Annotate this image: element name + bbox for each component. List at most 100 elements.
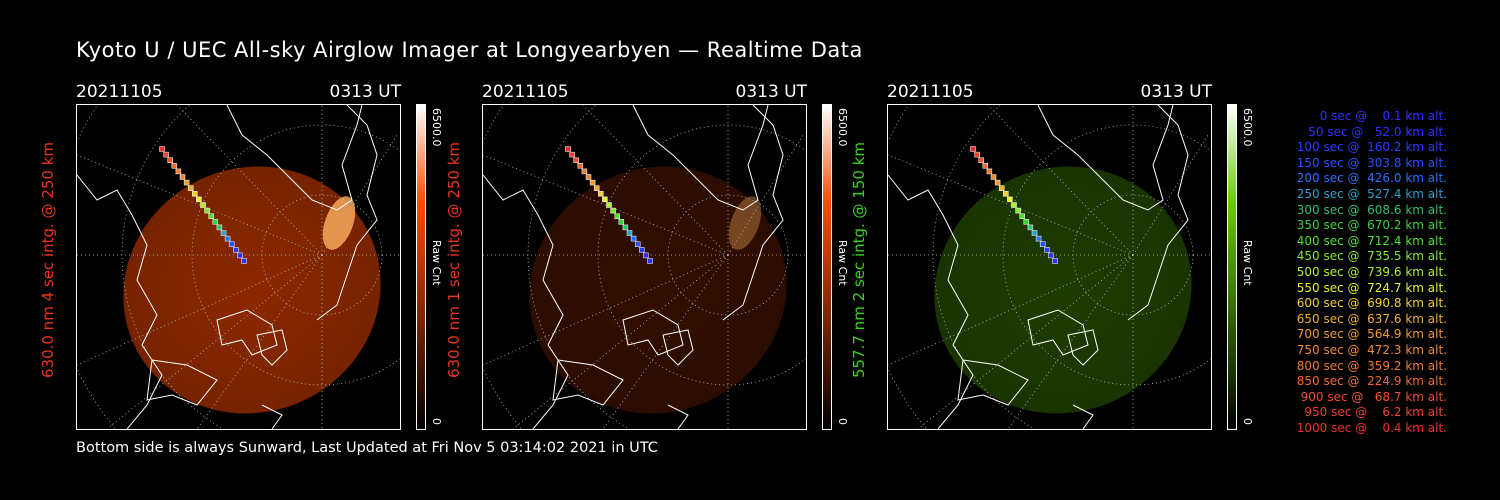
legend-entry: 650 sec @ 637.6 km alt. (1296, 311, 1447, 326)
trajectory-point (589, 179, 596, 186)
latitude-circle (597, 124, 806, 386)
trajectory-point (618, 219, 625, 225)
panel-date: 20211105 (887, 82, 974, 102)
trajectory-point (1052, 258, 1058, 264)
trajectory-point (970, 146, 976, 152)
trajectory-point (565, 146, 571, 152)
trajectory-point (204, 207, 210, 214)
trajectory-point (175, 168, 182, 175)
coastline (667, 404, 689, 429)
coastline (226, 105, 363, 211)
trajectory-point (237, 252, 243, 259)
trajectory-point (233, 247, 239, 253)
trajectory-point (228, 241, 235, 247)
meridian-line (77, 254, 323, 366)
trajectory-point (581, 168, 588, 175)
legend-entry: 100 sec @ 160.2 km alt. (1296, 140, 1447, 155)
allsky-image (76, 104, 401, 430)
trajectory-point (224, 235, 231, 242)
trajectory-point (606, 202, 612, 208)
trajectory-point (167, 157, 173, 163)
coastline (1127, 105, 1189, 321)
legend-entry: 0 sec @ 0.1 km alt. (1319, 109, 1447, 123)
legend-entry: 1000 sec @ 0.4 km alt. (1296, 420, 1447, 435)
meridian-line (582, 105, 729, 256)
trajectory-point (187, 185, 194, 191)
coastline (957, 359, 1029, 406)
meridian-line (77, 154, 323, 256)
meridian-line (483, 154, 729, 256)
airglow-disc (123, 166, 381, 414)
meridian-line (888, 154, 1134, 256)
coastline (316, 105, 378, 321)
trajectory-point (569, 151, 575, 158)
legend-entry: 800 sec @ 359.2 km alt. (1296, 358, 1447, 373)
legend-entry: 700 sec @ 564.9 km alt. (1296, 327, 1447, 342)
trajectory-point (1035, 235, 1042, 242)
trajectory-point (1027, 224, 1034, 231)
trajectory-point (598, 191, 604, 197)
coastline (632, 105, 769, 211)
coastline (662, 329, 694, 366)
panel-ylabel-text: 630.0 nm 1 sec intg. @ 250 km (445, 141, 463, 379)
aurora-patch (728, 196, 762, 250)
legend-entry: 900 sec @ 68.7 km alt. (1300, 389, 1447, 404)
panel-date: 20211105 (482, 82, 569, 102)
footer-note: Bottom side is always Sunward, Last Upda… (76, 440, 658, 456)
trajectory-point (986, 168, 993, 175)
legend-entry: 250 sec @ 527.4 km alt. (1296, 186, 1447, 201)
legend-entry: 850 sec @ 224.9 km alt. (1296, 374, 1447, 389)
trajectory-point (602, 196, 608, 203)
coastline (261, 404, 283, 429)
trajectory-point (1044, 247, 1050, 253)
legend-entry: 200 sec @ 426.0 km alt. (1296, 171, 1447, 186)
trajectory-point (614, 213, 620, 219)
airglow-disc (934, 166, 1192, 414)
coastline (552, 359, 624, 406)
trajectory-point (577, 163, 584, 169)
coastline (1072, 404, 1094, 429)
trajectory-point (622, 224, 629, 231)
legend-entry: 550 sec @ 724.7 km alt. (1296, 280, 1447, 295)
trajectory-point (241, 258, 247, 264)
trajectory-point (196, 196, 202, 203)
trajectory-point (1039, 241, 1046, 247)
allsky-image (482, 104, 807, 430)
trajectory-point (998, 185, 1005, 191)
colorbar-min-label: 0 (1241, 418, 1254, 425)
trajectory-point (1011, 202, 1017, 208)
latitude-circle (191, 124, 400, 386)
legend-entry: 500 sec @ 739.6 km alt. (1296, 264, 1447, 279)
panel-ylabel-text: 630.0 nm 4 sec intg. @ 250 km (39, 141, 57, 379)
trajectory-point (573, 157, 579, 163)
legend-entry: 950 sec @ 6.2 km alt. (1304, 405, 1447, 420)
trajectory-point (974, 151, 980, 158)
coastline (483, 174, 569, 429)
coastline (1027, 309, 1089, 356)
coastline (256, 329, 288, 366)
trajectory-point (643, 252, 649, 259)
trajectory-point (990, 174, 997, 180)
trajectory-point (1023, 219, 1030, 225)
trajectory-point (183, 179, 190, 186)
page-title: Kyoto U / UEC All-sky Airglow Imager at … (76, 38, 863, 62)
trajectory-point (159, 146, 165, 152)
trajectory-point (192, 191, 198, 197)
trajectory-point (634, 241, 641, 247)
trajectory-point (179, 174, 186, 180)
meridian-line (176, 105, 323, 256)
airglow-panel-630-4s: 20211105 0313 UT 630.0 nm 4 sec intg. @ … (39, 80, 476, 440)
colorbar (1227, 104, 1237, 430)
coastline (216, 309, 278, 356)
trajectory-point (647, 258, 653, 264)
meridian-line (483, 254, 729, 366)
legend-entry: 750 sec @ 472.3 km alt. (1296, 342, 1447, 357)
panel-date: 20211105 (76, 82, 163, 102)
trajectory-point (1015, 207, 1021, 214)
trajectory-point (639, 247, 645, 253)
trajectory-point (200, 202, 206, 208)
coastline (1067, 329, 1099, 366)
trajectory-point (171, 163, 178, 169)
trajectory-point (212, 219, 219, 225)
trajectory-point (982, 163, 989, 169)
